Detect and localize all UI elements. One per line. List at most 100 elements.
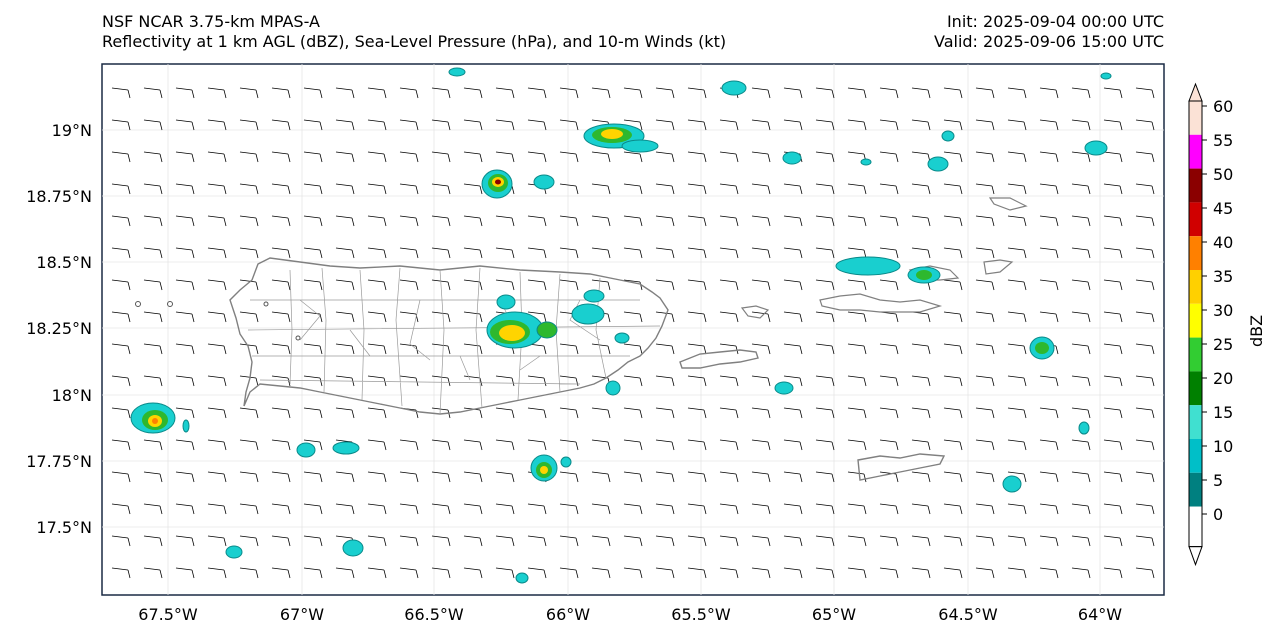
wind-barb — [463, 279, 483, 291]
wind-barb — [623, 247, 643, 259]
latitude-label: 18°N — [52, 386, 92, 405]
wind-barb — [239, 215, 259, 227]
wind-barb — [687, 343, 707, 355]
wind-barb — [431, 151, 451, 163]
wind-barb — [111, 535, 131, 547]
wind-barb — [271, 471, 291, 483]
wind-barb — [911, 407, 931, 419]
time-info: Init: 2025-09-04 00:00 UTC Valid: 2025-0… — [934, 12, 1164, 52]
wind-barb — [559, 343, 579, 355]
wind-barb — [367, 503, 387, 515]
wind-barb — [1007, 439, 1027, 451]
wind-barb — [783, 439, 803, 451]
wind-barb — [591, 535, 611, 547]
wind-barb — [879, 151, 899, 163]
wind-barb — [911, 183, 931, 195]
wind-barb — [943, 471, 963, 483]
wind-barb — [527, 535, 547, 547]
wind-barb — [591, 407, 611, 419]
wind-barb — [207, 151, 227, 163]
wind-barb — [1103, 119, 1123, 131]
wind-barb — [623, 375, 643, 387]
wind-barb — [655, 119, 675, 131]
wind-barb — [783, 375, 803, 387]
colorbar-segment — [1189, 439, 1202, 473]
wind-barb — [1039, 375, 1059, 387]
wind-barb — [975, 343, 995, 355]
wind-barb — [495, 247, 515, 259]
wind-barb — [943, 87, 963, 99]
monito-island — [167, 301, 173, 307]
wind-barb — [1135, 471, 1155, 483]
wind-barb — [719, 503, 739, 515]
wind-barb — [271, 279, 291, 291]
wind-barb — [975, 119, 995, 131]
wind-barb — [719, 375, 739, 387]
wind-barb — [527, 151, 547, 163]
wind-barb — [751, 183, 771, 195]
wind-barb — [495, 215, 515, 227]
wind-barb — [207, 119, 227, 131]
wind-barb — [751, 503, 771, 515]
islet — [295, 335, 301, 341]
puerto-rico-coastline — [229, 257, 669, 415]
wind-barb — [303, 567, 323, 579]
wind-barb — [239, 567, 259, 579]
wind-barb — [367, 375, 387, 387]
wind-barb — [911, 247, 931, 259]
wind-barb — [527, 503, 547, 515]
wind-barb — [655, 279, 675, 291]
wind-barb — [975, 215, 995, 227]
wind-barb — [559, 87, 579, 99]
wind-barb — [815, 567, 835, 579]
wind-barb — [815, 247, 835, 259]
wind-barb — [975, 375, 995, 387]
wind-barb — [463, 87, 483, 99]
wind-barb — [687, 439, 707, 451]
wind-barb — [1071, 471, 1091, 483]
wind-barb — [911, 375, 931, 387]
wind-barb — [303, 279, 323, 291]
wind-barb — [1103, 439, 1123, 451]
wind-barb — [335, 279, 355, 291]
wind-barb — [1007, 247, 1027, 259]
wind-barb — [1103, 503, 1123, 515]
wind-barb — [463, 183, 483, 195]
colorbar-tick-label: 50 — [1213, 165, 1233, 184]
longitude-label: 65.5°W — [671, 605, 731, 624]
wind-barb — [207, 279, 227, 291]
wind-barb — [975, 439, 995, 451]
wind-barb — [943, 375, 963, 387]
wind-barb — [751, 439, 771, 451]
wind-barb — [399, 247, 419, 259]
wind-barb — [1007, 215, 1027, 227]
wind-barb — [175, 311, 195, 323]
wind-barb — [847, 503, 867, 515]
wind-barb — [271, 375, 291, 387]
wind-barb — [463, 471, 483, 483]
wind-barb — [943, 279, 963, 291]
wind-barb — [1135, 503, 1155, 515]
wind-barb — [1039, 151, 1059, 163]
wind-barb — [687, 119, 707, 131]
wind-barb — [527, 439, 547, 451]
wind-barb — [1135, 407, 1155, 419]
wind-barb — [1103, 87, 1123, 99]
wind-barb — [111, 407, 131, 419]
wind-barb — [1039, 215, 1059, 227]
wind-barb — [719, 407, 739, 419]
wind-barb — [143, 535, 163, 547]
wind-barb — [431, 87, 451, 99]
wind-barb — [975, 183, 995, 195]
wind-barb — [719, 535, 739, 547]
wind-barb — [623, 151, 643, 163]
wind-barb — [783, 279, 803, 291]
wind-barb — [751, 247, 771, 259]
wind-barb — [1039, 119, 1059, 131]
wind-barb — [431, 215, 451, 227]
wind-barb — [687, 183, 707, 195]
vieques-coastline — [679, 349, 759, 369]
wind-barb — [143, 439, 163, 451]
wind-barb — [687, 311, 707, 323]
